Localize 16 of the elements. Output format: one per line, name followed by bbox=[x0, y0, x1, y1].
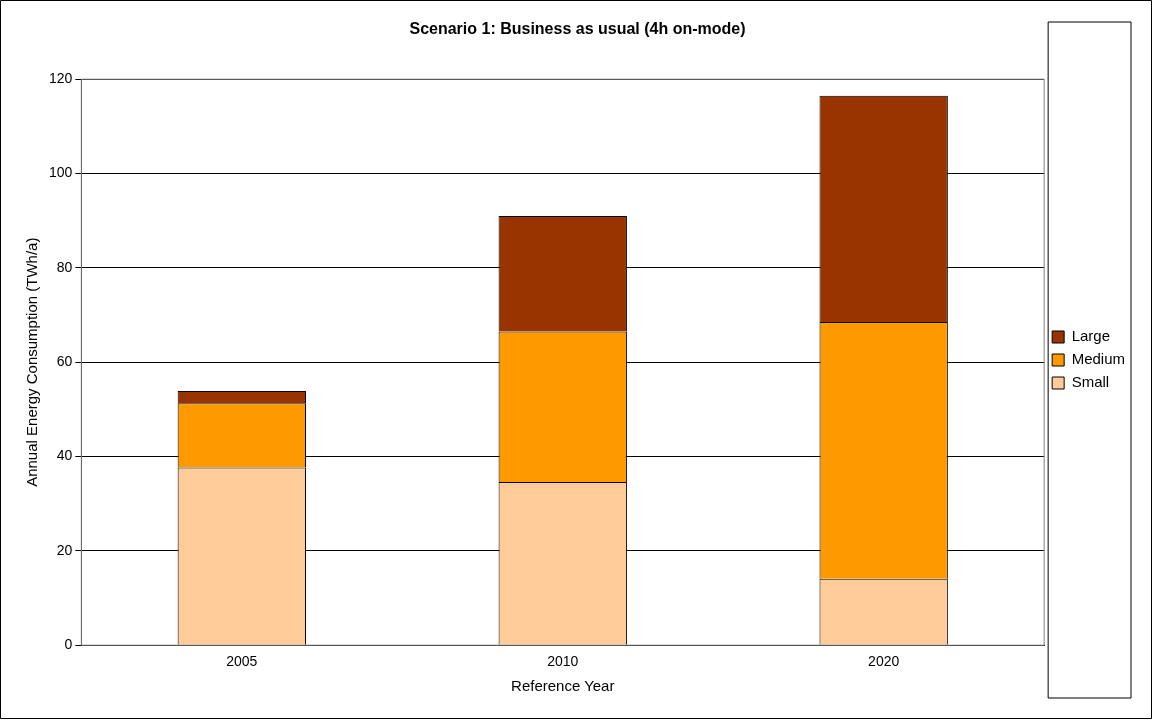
x-axis-title: Reference Year bbox=[511, 677, 615, 695]
legend-label: Large bbox=[1071, 327, 1111, 345]
chart-title: Scenario 1: Business as usual (4h on-mode) bbox=[409, 20, 746, 38]
x-tick-label: 2005 bbox=[226, 653, 258, 670]
legend-label: Medium bbox=[1071, 350, 1126, 368]
legend-label: Small bbox=[1071, 373, 1110, 391]
x-tick-label: 2010 bbox=[547, 653, 579, 670]
y-tick-label: 20 bbox=[56, 541, 73, 558]
y-tick-label: 60 bbox=[56, 353, 73, 370]
y-tick-label: 120 bbox=[49, 70, 73, 87]
y-tick-label: 40 bbox=[56, 447, 73, 464]
y-tick-label: 80 bbox=[56, 258, 73, 275]
y-tick-label: 100 bbox=[49, 164, 73, 181]
y-tick-label: 0 bbox=[64, 636, 73, 653]
x-tick-label: 2020 bbox=[868, 653, 900, 670]
y-axis-title: Annual Energy Consumption (TWh/a) bbox=[23, 237, 41, 487]
